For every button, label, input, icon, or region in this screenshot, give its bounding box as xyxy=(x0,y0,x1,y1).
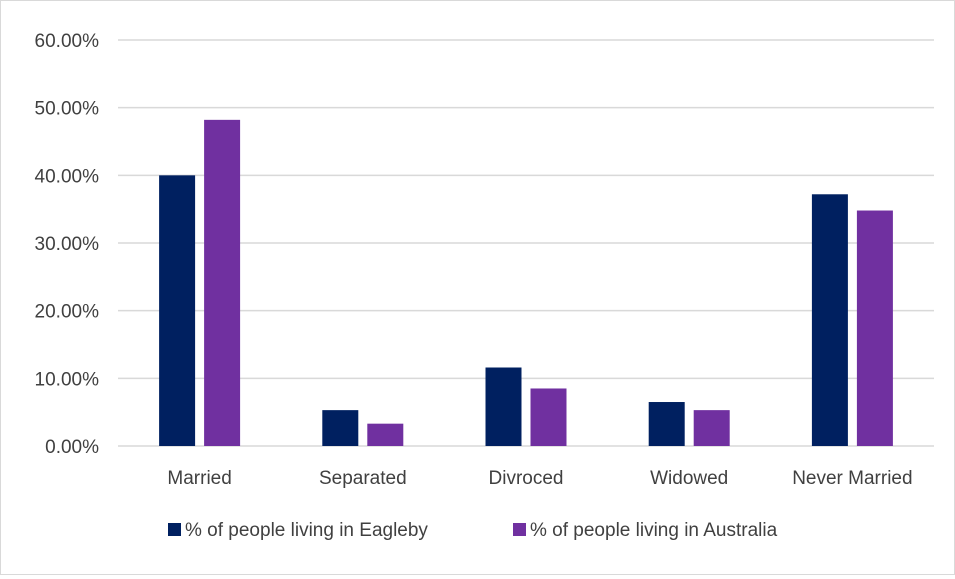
legend-label: % of people living in Eagleby xyxy=(185,520,428,541)
x-category-label: Separated xyxy=(319,468,407,489)
bar-australia xyxy=(856,210,893,446)
bar-australia xyxy=(693,410,730,446)
bar-eagleby xyxy=(322,410,359,446)
bars xyxy=(159,119,893,447)
y-tick-label: 0.00% xyxy=(45,437,99,458)
bar-eagleby xyxy=(811,194,848,446)
y-tick-label: 60.00% xyxy=(35,31,100,52)
y-axis-tick-labels: 0.00% 10.00% 20.00% 30.00% 40.00% 50.00% 60.00… xyxy=(35,31,100,458)
x-axis-category-labels: Married Separated Divroced Widowed Never Mar… xyxy=(167,468,912,489)
x-category-label: Married xyxy=(167,468,231,489)
bar-australia xyxy=(204,119,241,446)
bar-australia xyxy=(530,388,567,446)
x-category-label: Divroced xyxy=(489,468,564,489)
gridlines xyxy=(118,39,934,447)
bar-eagleby xyxy=(159,175,196,447)
bar-australia xyxy=(367,423,404,446)
bar-eagleby xyxy=(485,367,522,446)
x-category-label: Widowed xyxy=(650,468,728,489)
y-tick-label: 30.00% xyxy=(35,234,100,255)
y-tick-label: 40.00% xyxy=(35,166,100,187)
legend-label: % of people living in Australia xyxy=(530,520,778,541)
y-tick-label: 10.00% xyxy=(35,369,100,390)
legend-swatch xyxy=(513,523,526,536)
legend-swatch xyxy=(168,523,181,536)
legend: % of people living in Eagleby % of people… xyxy=(168,520,778,541)
y-tick-label: 50.00% xyxy=(35,99,100,120)
x-category-label: Never Married xyxy=(792,468,912,489)
bar-eagleby xyxy=(648,402,685,446)
y-tick-label: 20.00% xyxy=(35,302,100,323)
